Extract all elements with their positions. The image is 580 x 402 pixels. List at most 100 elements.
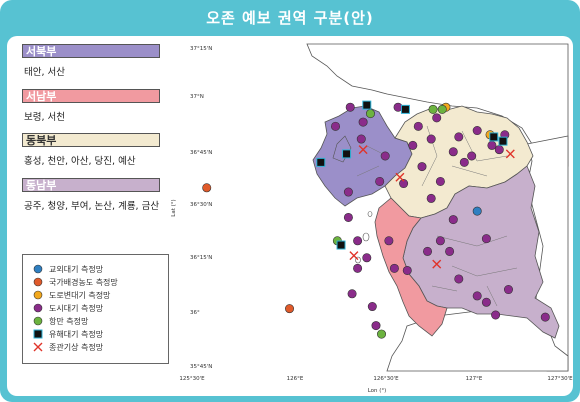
urban-station-marker [472,291,482,301]
port-station-marker [437,104,447,114]
county-borders [356,125,518,307]
lon-tick-labels: 125°30'E 126°E 126°30'E 127°E 127°30'E [179,376,573,382]
red-circle-icon [33,277,43,287]
urban-station-marker [448,215,458,225]
region-northeast: 동북부 홍성, 천안, 아산, 당진, 예산 [22,133,160,167]
hazardous-station-marker [336,240,346,250]
lat-tick: 36° [190,310,200,316]
legend-port-label: 항만 측정망 [49,316,89,326]
lon-tick: 126°E [287,376,304,382]
page-title: 오존 예보 권역 구분(안) [206,8,374,27]
urban-station-marker [467,151,477,161]
legend-background-label: 국가배경농도 측정망 [49,277,118,287]
urban-station-marker [423,246,433,256]
urban-station-marker [367,302,377,312]
urban-station-marker [494,145,504,155]
urban-station-marker [402,265,412,275]
urban-station-marker [343,187,353,197]
legend-synoptic: 종관기상 측정망 [33,341,103,353]
island-3 [367,211,373,217]
urban-station-marker [343,212,353,222]
y-axis-label: Lat (°) [171,199,177,216]
synoptic-station-marker [349,251,359,261]
hazardous-station-marker [316,157,326,167]
urban-station-marker [503,285,513,295]
lat-tick: 35°45'N [190,364,212,370]
urban-station-marker [540,312,550,322]
urban-station-marker [356,134,366,144]
urban-station-marker [362,253,372,263]
lat-tick: 37°N [190,94,204,100]
synoptic-station-marker [358,145,368,155]
region-southeast: 동남부 공주, 청양, 부여, 논산, 계룡, 금산 [22,178,160,212]
yellow-circle-icon [33,290,43,300]
urban-station-marker [345,102,355,112]
synoptic-station-marker [505,149,515,159]
urban-station-marker [371,321,381,331]
urban-station-marker [399,179,409,189]
urban-station-marker [481,234,491,244]
legend-roadside-label: 도로변대기 측정망 [49,290,111,300]
urban-station-marker [389,263,399,273]
legend-background: 국가배경농도 측정망 [33,276,118,288]
island-1 [362,232,370,242]
urban-station-marker [380,151,390,161]
lat-tick-labels: 37°15'N 37°N 36°45'N 36°30'N 36°15'N 36°… [190,46,212,370]
region-northwest-header: 서북부 [22,44,160,58]
urban-station-marker [384,236,394,246]
urban-station-marker [459,157,469,167]
lon-tick: 126°30'E [373,376,399,382]
urban-station-marker [426,134,436,144]
port-station-marker [365,109,375,119]
blue-circle-icon [33,264,43,274]
x-axis-label: Lon (°) [368,388,387,394]
urban-station-marker [358,117,368,127]
legend-urban-label: 도시대기 측정망 [49,303,104,313]
port-station-marker [377,329,387,339]
suburban-station-marker [472,206,482,216]
legend-hazardous: 유해대기 측정망 [33,328,103,340]
urban-station-marker [472,126,482,136]
region-southeast-header: 동남부 [22,178,160,192]
urban-station-marker [353,263,363,273]
region-northeast-header: 동북부 [22,133,160,147]
urban-station-marker [375,176,385,186]
legend-suburban-label: 교외대기 측정망 [49,264,104,274]
map-canvas: 37°15'N 37°N 36°45'N 36°30'N 36°15'N 36°… [171,43,573,394]
urban-station-marker [481,297,491,307]
urban-station-marker [487,140,497,150]
title-bar: 오존 예보 권역 구분(안) [0,0,580,34]
background-station-marker [202,183,212,193]
urban-station-marker [491,310,501,320]
legend-roadside: 도로변대기 측정망 [33,289,110,301]
region-southwest: 서남부 보령, 서천 [22,89,160,123]
hazardous-station-marker [400,104,410,114]
lat-tick: 36°15'N [190,255,212,261]
urban-station-marker [435,176,445,186]
urban-station-marker [426,193,436,203]
red-cross-icon [33,342,43,352]
urban-station-marker [432,113,442,123]
urban-station-marker [347,289,357,299]
urban-station-marker [454,132,464,142]
urban-station-marker [417,162,427,172]
synoptic-station-marker [395,172,405,182]
hazardous-station-marker [489,132,499,142]
hazardous-station-marker [342,149,352,159]
region-northeast-areas: 홍성, 천안, 아산, 당진, 예산 [24,156,136,167]
synoptic-station-marker [432,259,442,269]
port-station-marker [428,104,438,114]
urban-station-marker [435,236,445,246]
legend: 교외대기 측정망 국가배경농도 측정망 도로변대기 측정망 도시대기 측정망 항… [22,254,169,364]
background-station-marker [285,304,295,314]
legend-suburban: 교외대기 측정망 [33,263,103,275]
purple-circle-icon [33,303,43,313]
region-southwest-areas: 보령, 서천 [24,112,65,123]
green-circle-icon [33,316,43,326]
region-northwest: 서북부 태안, 서산 [22,44,160,78]
black-square-icon [33,329,43,339]
urban-station-marker [353,236,363,246]
legend-urban: 도시대기 측정망 [33,302,103,314]
lat-tick: 36°45'N [190,150,212,156]
